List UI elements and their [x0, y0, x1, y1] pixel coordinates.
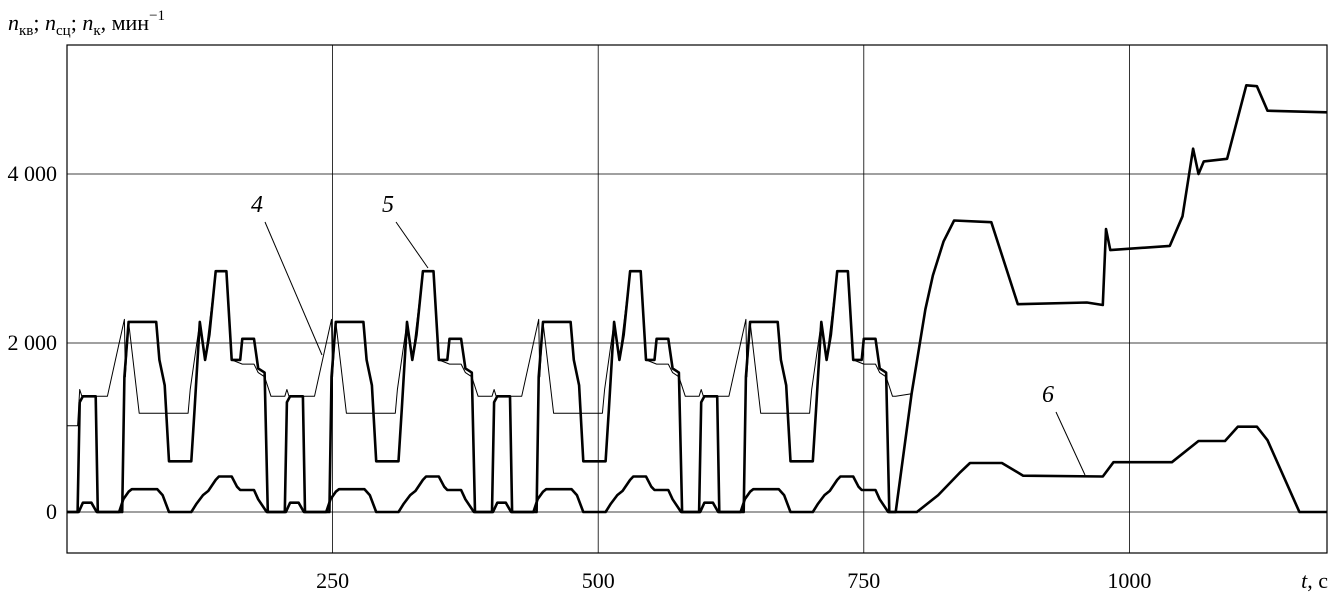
y-tick-label: 0	[46, 499, 57, 524]
y-tick-label: 2 000	[8, 330, 58, 355]
label-part: ;	[71, 10, 83, 35]
x-tick-label: 250	[316, 568, 349, 593]
label-part: n	[45, 10, 56, 35]
label-part: к	[93, 23, 101, 39]
y-tick-label: 4 000	[8, 161, 58, 186]
label-part: , с	[1307, 568, 1328, 593]
leader-line	[1055, 411, 1086, 476]
y-axis-label: nкв; nсц; nк, мин−1	[8, 8, 165, 39]
series-line	[67, 84, 1328, 514]
x-tick-label: 1000	[1107, 568, 1151, 593]
label-part: t	[1301, 568, 1308, 593]
label-part: −1	[149, 8, 165, 24]
x-tick-label: 750	[847, 568, 880, 593]
label-part: кв	[19, 23, 33, 39]
leader-line	[264, 221, 323, 356]
label-part: n	[82, 10, 93, 35]
label-part: сц	[56, 23, 71, 39]
series-label: 6	[1042, 382, 1054, 408]
series-label: 5	[382, 192, 394, 218]
label-part: n	[8, 10, 19, 35]
series-label: 4	[251, 192, 263, 218]
x-tick-label: 500	[582, 568, 615, 593]
label-part: ;	[33, 10, 45, 35]
x-axis-label: t, с	[1301, 568, 1328, 593]
label-part: , мин	[101, 10, 150, 35]
plot-frame	[66, 44, 1328, 554]
series-line	[67, 425, 1327, 514]
leader-line	[395, 221, 429, 269]
